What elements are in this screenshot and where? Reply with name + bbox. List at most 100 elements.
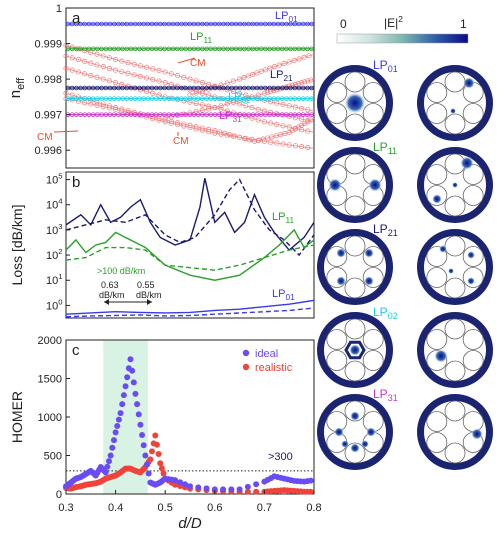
mode-point-LP02 (69, 96, 75, 101)
capillary (326, 103, 348, 124)
mode-point-LP21 (305, 85, 310, 91)
cladding-mode-point (150, 77, 156, 83)
cladding-mode-point (218, 106, 224, 112)
mode-point-LP01 (200, 21, 205, 27)
cladding-mode-point (113, 57, 119, 63)
cladding-mode-line-6 (189, 53, 315, 96)
mode-point-LP02 (111, 96, 117, 101)
mode-label-LP02: LP02 (228, 91, 251, 105)
mode-point-LP01 (137, 21, 142, 27)
cladding-mode-point (261, 90, 267, 96)
mode-point-LP11 (69, 46, 75, 52)
mode-profiles: 0 1 |E|2 LP01 LP11 LP21 LP02 LP31 (317, 14, 493, 470)
capillary (444, 360, 466, 382)
mode-point-LP02 (296, 96, 302, 101)
cladding-mode-point (156, 67, 162, 73)
cladding-mode-point (292, 81, 298, 87)
cladding-mode-point (193, 78, 199, 84)
profile-label-31: LP31 (373, 387, 398, 403)
cladding-mode-point (94, 62, 100, 68)
capillary (344, 235, 366, 257)
cladding-mode-point (82, 58, 88, 64)
cladding-mode-point (261, 119, 267, 125)
cladding-mode-point (305, 107, 311, 113)
cladding-mode-point (156, 78, 162, 84)
field-spot (336, 248, 346, 258)
mode-point-LP31 (90, 112, 96, 117)
cladding-mode-point (94, 74, 100, 80)
cladding-mode-point (292, 115, 298, 121)
ytick-label-c: 2000 (38, 335, 62, 347)
capillary (344, 360, 366, 382)
ideal-point (137, 421, 144, 428)
mode-point-LP02 (271, 96, 277, 101)
cladding-mode-point (237, 101, 243, 107)
xtick-label-c: 0.3 (58, 502, 73, 514)
field-spot (471, 428, 483, 440)
cladding-mode-point (119, 106, 125, 112)
mode-point-LP01 (242, 21, 247, 27)
ytick-label-b: 100 (46, 297, 63, 312)
cladding-mode-point (292, 104, 298, 110)
mode-point-LP31 (263, 112, 268, 117)
mode-label-LP01: LP01 (275, 10, 298, 24)
cladding-mode-point (292, 143, 298, 149)
mode-point-LP31 (284, 112, 289, 117)
field-spot (349, 344, 361, 356)
capillary (444, 113, 466, 135)
fiber-interior (424, 319, 486, 381)
ideal-point (119, 401, 126, 408)
capillary (462, 329, 484, 350)
cladding-mode-point (302, 79, 308, 85)
capillary (462, 103, 484, 124)
cladding-mode-point (187, 122, 193, 128)
cladding-mode-point (193, 101, 199, 107)
field-spot (467, 277, 475, 285)
mode-point-LP31 (120, 112, 125, 117)
ytick-label-a: 1 (56, 3, 62, 15)
field-spot (364, 276, 374, 286)
field-spot (344, 92, 366, 114)
mode-point-LP11 (90, 46, 96, 52)
field-spot (366, 427, 376, 437)
ytick-label-a: 0.997 (34, 110, 62, 122)
ideal-point (110, 437, 117, 444)
mode-point-LP21 (158, 85, 163, 91)
cladding-mode-point (206, 103, 212, 109)
mode-point-LP11 (263, 46, 268, 52)
cladding-mode-point (306, 53, 312, 59)
fiber-interior (424, 401, 486, 463)
realistic-point (307, 488, 314, 495)
capillary (326, 246, 348, 267)
cladding-mode-point (175, 73, 181, 79)
capillary (444, 318, 466, 340)
field-spot (341, 440, 349, 448)
capillary (426, 267, 448, 288)
mode-point-LP11 (296, 46, 302, 52)
cladding-mode-point (274, 121, 280, 127)
realistic-point (153, 441, 160, 448)
annotation-val2-unit: dB/km (136, 290, 162, 300)
colorbar-title: |E|2 (384, 14, 403, 30)
ideal-point (104, 463, 111, 470)
field-spot (432, 194, 442, 204)
field-spot (368, 178, 382, 192)
cladding-mode-point (100, 101, 106, 107)
capillary (444, 442, 466, 464)
mode-point-LP31 (69, 112, 75, 117)
capillary (326, 329, 348, 350)
mode-point-LP31 (158, 112, 163, 117)
cladding-mode-point (131, 61, 137, 67)
xlabel: d/D (178, 515, 202, 532)
panel-c: >300 ideal realistic 0 500 1000 1500 2000 0.3 0.4… (9, 335, 322, 532)
ideal-point (177, 479, 184, 486)
capillary (362, 329, 384, 350)
mode-point-LP02 (90, 96, 96, 101)
cladding-mode-point (137, 73, 143, 79)
mode-point-LP21 (69, 85, 75, 91)
mode-point-LP11 (309, 46, 314, 52)
mode-label-LP31: LP31 (219, 110, 242, 124)
profile-label-11: LP11 (373, 140, 397, 156)
mode-point-LP21 (275, 85, 281, 91)
ideal-point (203, 485, 210, 492)
